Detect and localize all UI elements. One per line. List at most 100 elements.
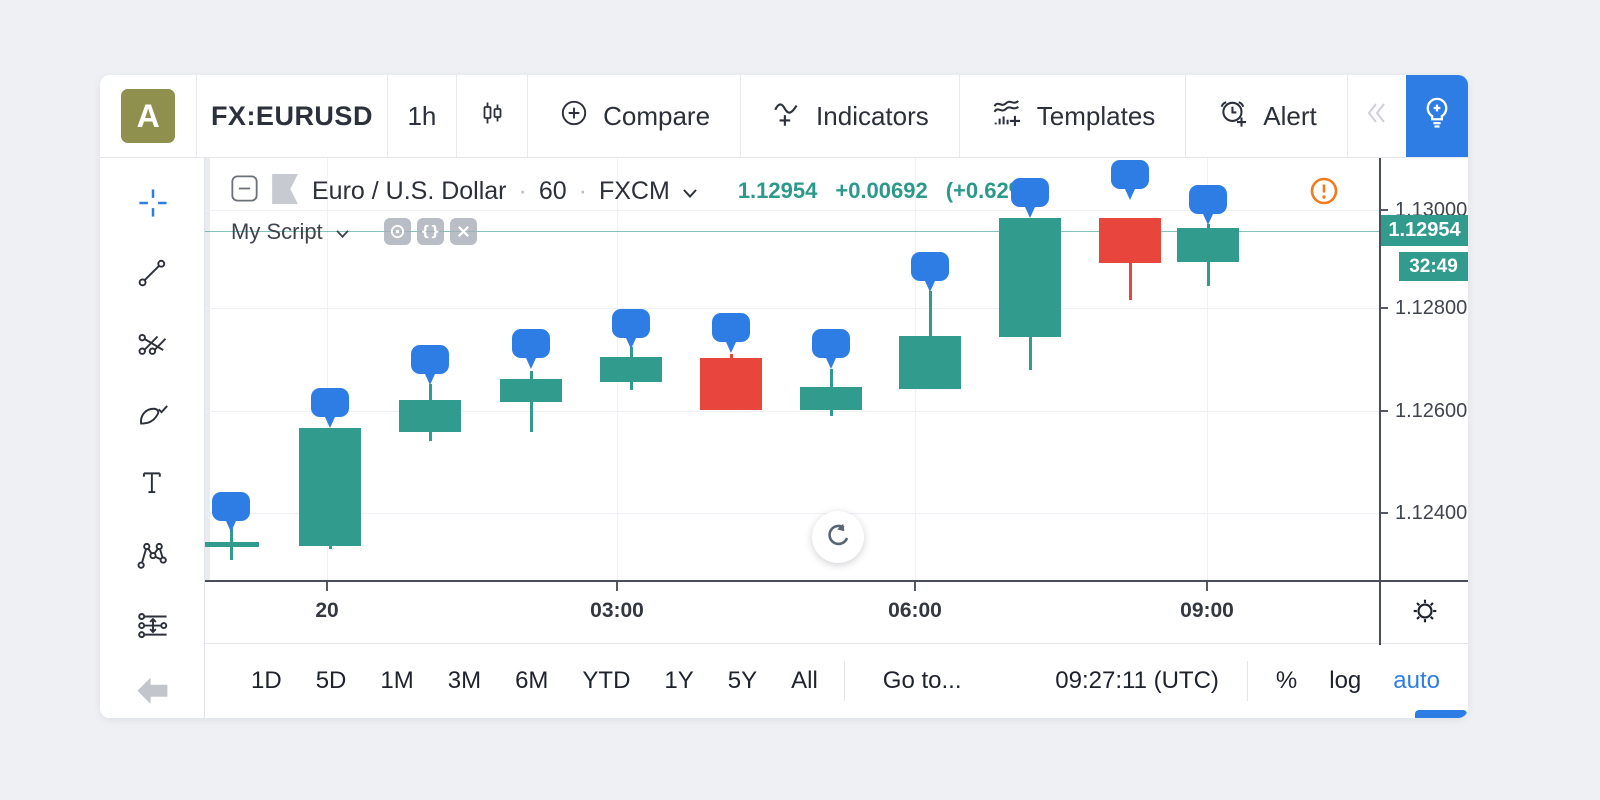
percent-scale-button[interactable]: % — [1275, 667, 1298, 694]
range-button-3m[interactable]: 3M — [447, 667, 482, 694]
candle-body — [399, 400, 461, 432]
time-tick — [326, 582, 328, 591]
long-position-tool[interactable] — [131, 603, 175, 647]
collapse-legend-button[interactable] — [231, 175, 258, 207]
pitchfork-tool[interactable] — [131, 323, 175, 367]
range-button-1m[interactable]: 1M — [380, 667, 414, 694]
time-tick — [1206, 582, 1208, 591]
price-change-value: +0.00692 — [835, 178, 928, 203]
ideas-button[interactable] — [1405, 75, 1468, 157]
hidden-panel-edge — [1415, 710, 1467, 718]
templates-icon — [990, 96, 1024, 137]
range-buttons: 1D 5D 1M 3M 6M YTD 1Y 5Y All — [205, 667, 818, 695]
price-tick — [1381, 307, 1388, 309]
legend-values: 1.12954 +0.00692 (+0.62%) — [738, 178, 1036, 204]
candle-body — [500, 379, 562, 402]
candle-body — [899, 336, 961, 389]
legend-row: Euro / U.S. Dollar · 60 · FXCM 1.12954 +… — [231, 173, 1036, 209]
warning-icon[interactable] — [1309, 176, 1339, 211]
range-button-1y[interactable]: 1Y — [664, 667, 694, 694]
goto-button[interactable]: Go to... — [883, 667, 962, 695]
candle-body — [800, 387, 862, 410]
separator-dot: · — [518, 176, 527, 205]
undo-arrow-icon[interactable] — [131, 670, 175, 714]
time-tick — [616, 582, 618, 591]
label-marker-icon — [411, 345, 449, 385]
candle-body — [999, 218, 1061, 337]
eye-icon[interactable] — [383, 218, 411, 245]
price-tick — [1381, 512, 1388, 514]
templates-button[interactable]: Templates — [958, 75, 1186, 157]
auto-scale-button[interactable]: auto — [1393, 667, 1440, 694]
legend-exchange: FXCM — [598, 176, 670, 205]
h-gridline — [205, 411, 1379, 412]
symbol-label: FX:EURUSD — [210, 100, 373, 131]
source-code-icon[interactable]: {} — [416, 218, 444, 245]
alert-button[interactable]: Alert — [1185, 75, 1346, 157]
text-tool[interactable] — [131, 461, 175, 505]
range-button-5d[interactable]: 5D — [315, 667, 347, 694]
label-marker-icon — [1011, 178, 1049, 218]
range-button-6m[interactable]: 6M — [515, 667, 549, 694]
label-marker-icon — [1111, 160, 1149, 200]
price-tick-label: 1.12800 — [1395, 297, 1468, 319]
chart-left-strip — [205, 158, 210, 580]
divider — [843, 661, 845, 701]
templates-label: Templates — [1036, 100, 1156, 131]
label-marker-icon — [812, 329, 850, 369]
timezone-cell[interactable] — [1379, 582, 1468, 645]
log-scale-button[interactable]: log — [1329, 667, 1362, 694]
clock-button[interactable]: 09:27:11 (UTC) — [1055, 667, 1219, 695]
bottom-toolbar: 1D 5D 1M 3M 6M YTD 1Y 5Y All Go to... 09:27:11 (… — [205, 643, 1468, 718]
chart-canvas[interactable]: Euro / U.S. Dollar · 60 · FXCM 1.12954 +… — [205, 158, 1379, 580]
candle-body — [700, 358, 762, 410]
price-axis[interactable]: 1.13000 1.12800 1.12600 1.12400 1.12954 32:49 — [1379, 158, 1468, 580]
crosshair-tool[interactable] — [131, 181, 175, 225]
sun-icon — [1411, 597, 1439, 630]
compare-label: Compare — [603, 100, 711, 131]
candlestick-style-icon — [477, 98, 507, 135]
indicators-button[interactable]: Indicators — [740, 75, 959, 157]
time-tick-label: 06:00 — [888, 599, 942, 622]
range-button-5y[interactable]: 5Y — [727, 667, 758, 694]
symbol-title-group[interactable]: Euro / U.S. Dollar · 60 · FXCM — [312, 177, 698, 206]
interval-button[interactable]: 1h — [386, 75, 457, 157]
chevron-down-icon[interactable] — [682, 177, 698, 206]
top-toolbar: A FX:EURUSD 1h Compare — [100, 75, 1468, 158]
trend-line-tool[interactable] — [131, 251, 175, 295]
price-tick — [1381, 410, 1388, 412]
reset-chart-button[interactable] — [812, 511, 864, 563]
range-button-all[interactable]: All — [791, 667, 818, 694]
time-tick-label: 03:00 — [590, 599, 644, 622]
h-gridline — [205, 308, 1379, 309]
compare-plus-icon — [558, 97, 590, 136]
alert-label: Alert — [1263, 100, 1317, 131]
indicators-label: Indicators — [816, 100, 929, 131]
range-button-1d[interactable]: 1D — [251, 667, 282, 694]
xabcd-pattern-tool[interactable] — [131, 533, 175, 577]
time-axis[interactable]: 20 03:00 06:00 09:00 — [205, 580, 1468, 645]
collapse-toolbar-button[interactable] — [1346, 75, 1406, 157]
close-icon[interactable] — [449, 218, 477, 245]
divider — [1246, 661, 1248, 701]
symbol-title: Euro / U.S. Dollar — [312, 176, 507, 205]
compare-button[interactable]: Compare — [527, 75, 740, 157]
time-tick-label: 20 — [315, 599, 339, 622]
source-flag-icon — [272, 173, 298, 209]
symbol-button[interactable]: FX:EURUSD — [196, 75, 386, 157]
interval-label: 1h — [407, 100, 437, 131]
brush-tool[interactable] — [131, 393, 175, 437]
label-marker-icon — [712, 313, 750, 353]
study-action-buttons: {} — [383, 218, 477, 245]
last-price-value: 1.12954 — [737, 178, 818, 203]
double-chevron-left-icon — [1362, 97, 1392, 136]
separator-dot: · — [578, 176, 587, 205]
script-name-label[interactable]: My Script — [231, 218, 323, 244]
label-marker-icon — [512, 329, 550, 369]
price-tick — [1381, 209, 1388, 211]
time-tick-label: 09:00 — [1180, 599, 1234, 622]
account-avatar[interactable]: A — [121, 89, 176, 143]
chart-style-button[interactable] — [456, 75, 527, 157]
chevron-down-icon[interactable] — [335, 219, 350, 245]
range-button-ytd[interactable]: YTD — [582, 667, 631, 694]
